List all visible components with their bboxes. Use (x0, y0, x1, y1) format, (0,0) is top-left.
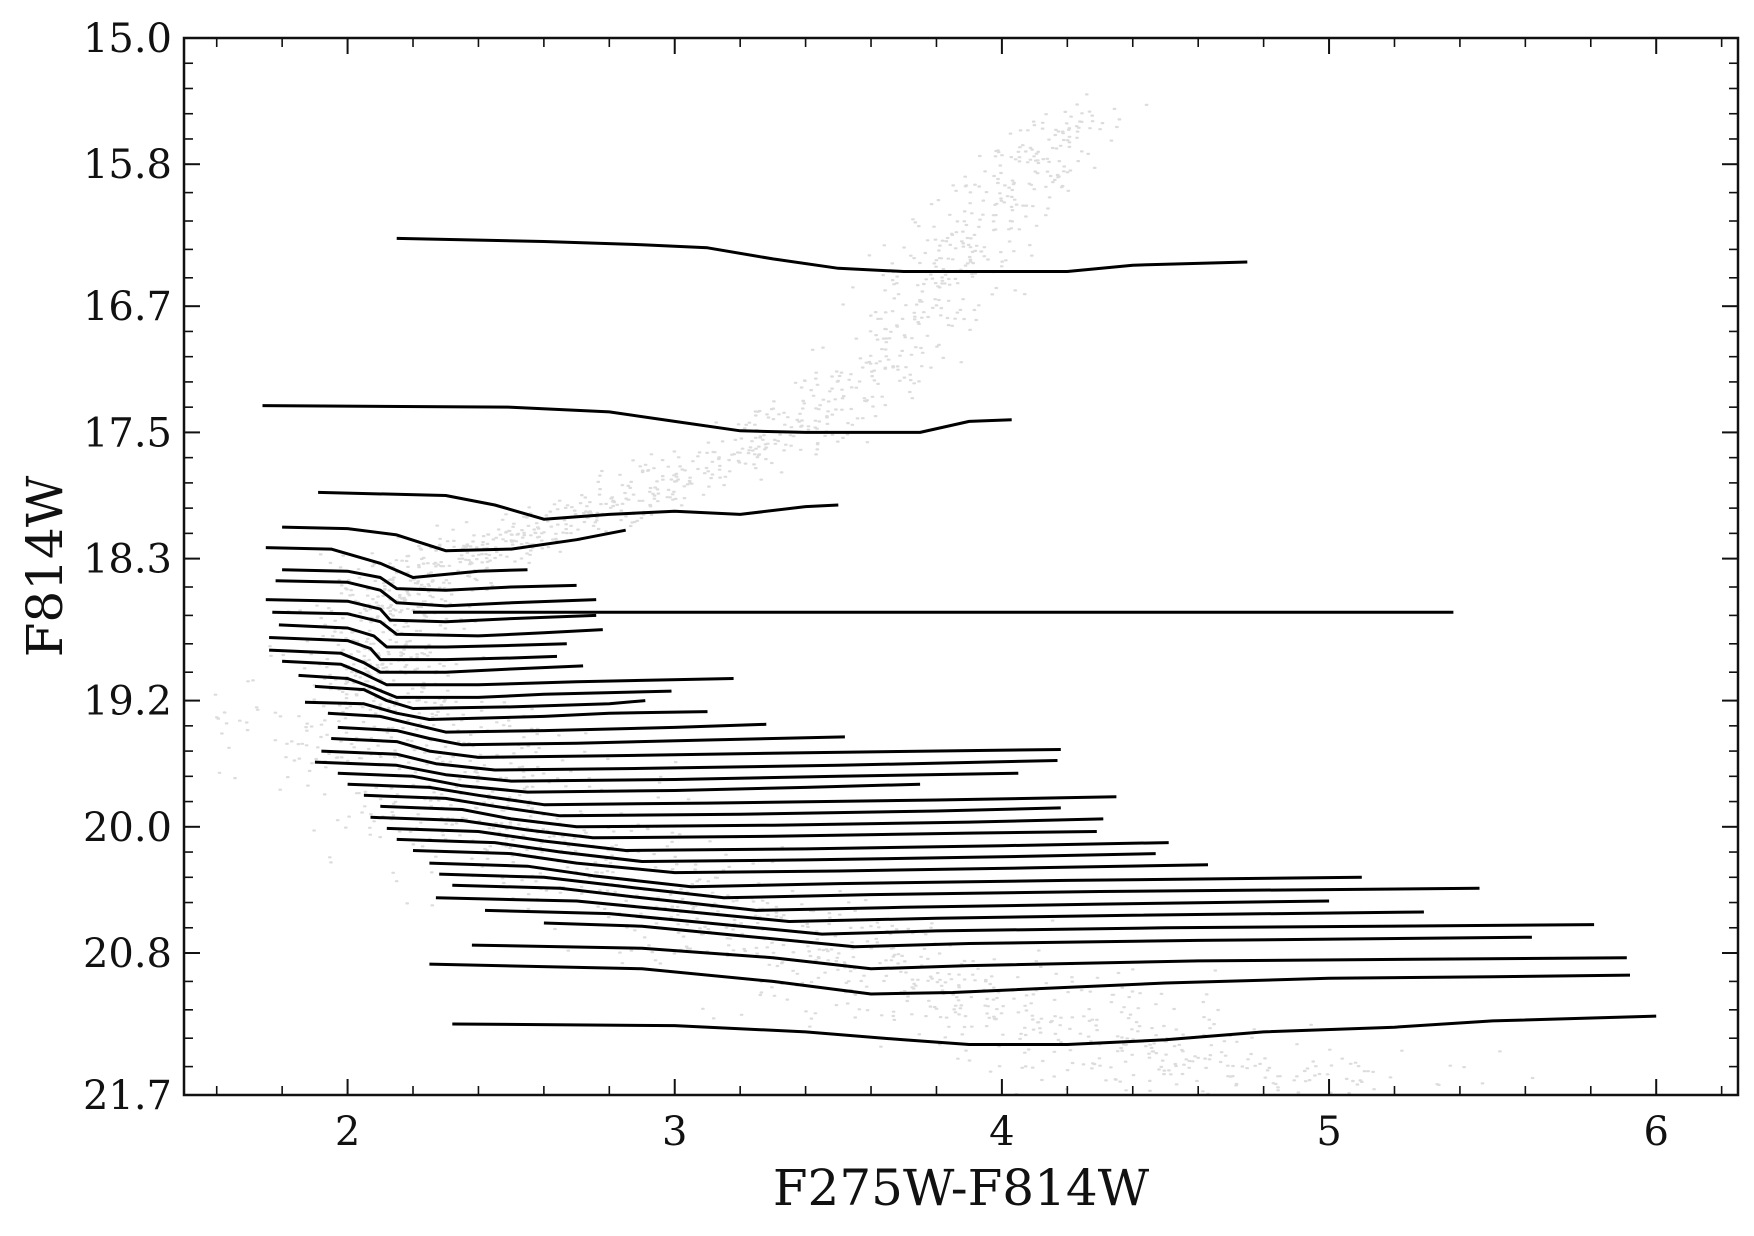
series-line-32 (439, 872, 1480, 900)
series-line-37 (471, 943, 1627, 971)
series-line-28 (386, 826, 1169, 852)
series-line-2 (262, 404, 1012, 434)
series-line-12 (269, 636, 558, 662)
y-tick-label: 15.8 (83, 142, 172, 188)
star-scatter-cloud (213, 93, 1535, 1096)
series-line-22 (314, 760, 1019, 783)
y-tick-label: 18.3 (83, 537, 172, 583)
x-tick-label: 6 (1643, 1109, 1668, 1155)
series-line-36 (543, 921, 1532, 949)
series-line-23 (337, 771, 921, 794)
y-tick-labels: 15.0 15.8 16.7 17.5 18.3 19.2 20.0 20.8 21.7 (83, 16, 172, 1119)
series-line-4 (282, 525, 626, 553)
series-line-16 (314, 684, 646, 710)
series-line-24 (347, 782, 1117, 807)
x-tick-label: 2 (335, 1109, 360, 1155)
axis-ticks (184, 37, 1738, 1096)
series-line-17 (304, 700, 708, 721)
y-axis-label: F814W (16, 475, 74, 657)
series-line-6 (282, 568, 577, 592)
scatter-dots (213, 93, 1535, 1096)
series-line-5 (265, 546, 528, 579)
y-tick-label: 21.7 (83, 1073, 172, 1119)
x-tick-label: 5 (1316, 1109, 1341, 1155)
series-line-7 (275, 579, 597, 608)
series-line-13 (269, 648, 584, 674)
series-line-31 (429, 861, 1362, 889)
series-line-38 (429, 962, 1631, 996)
series-line-35 (484, 908, 1595, 936)
y-tick-label: 16.7 (83, 284, 172, 330)
series-line-20 (331, 737, 1061, 759)
series-line-19 (337, 725, 845, 747)
series-line-3 (318, 490, 839, 521)
series-line-39 (452, 1014, 1657, 1046)
series-line-26 (380, 804, 1104, 829)
series-line-29 (396, 837, 1156, 863)
series-line-15 (298, 673, 672, 699)
series-line-30 (412, 849, 1209, 875)
x-tick-label: 4 (989, 1109, 1014, 1155)
series-line-18 (327, 711, 767, 734)
series-line-25 (363, 793, 1061, 818)
y-tick-label: 20.8 (83, 931, 172, 977)
y-tick-label: 17.5 (83, 410, 172, 456)
series-line-27 (370, 815, 1097, 840)
series-line-1 (396, 236, 1248, 273)
y-tick-label: 19.2 (83, 679, 172, 725)
x-tick-label: 3 (662, 1109, 687, 1155)
x-tick-labels: 2 3 4 5 6 (335, 1109, 1669, 1155)
series-line-11 (278, 623, 567, 649)
series-line-21 (321, 749, 1058, 772)
series-line-33 (452, 883, 1330, 912)
y-tick-label: 20.0 (83, 805, 172, 851)
plot-frame (182, 36, 1740, 1097)
series-lines (262, 236, 1657, 1046)
series-line-8 (265, 598, 597, 624)
series-line-34 (435, 896, 1424, 923)
series-line-10 (272, 610, 603, 638)
series-line-14 (282, 659, 734, 687)
x-axis-label: F275W-F814W (773, 1159, 1150, 1217)
y-tick-label: 15.0 (83, 16, 172, 62)
